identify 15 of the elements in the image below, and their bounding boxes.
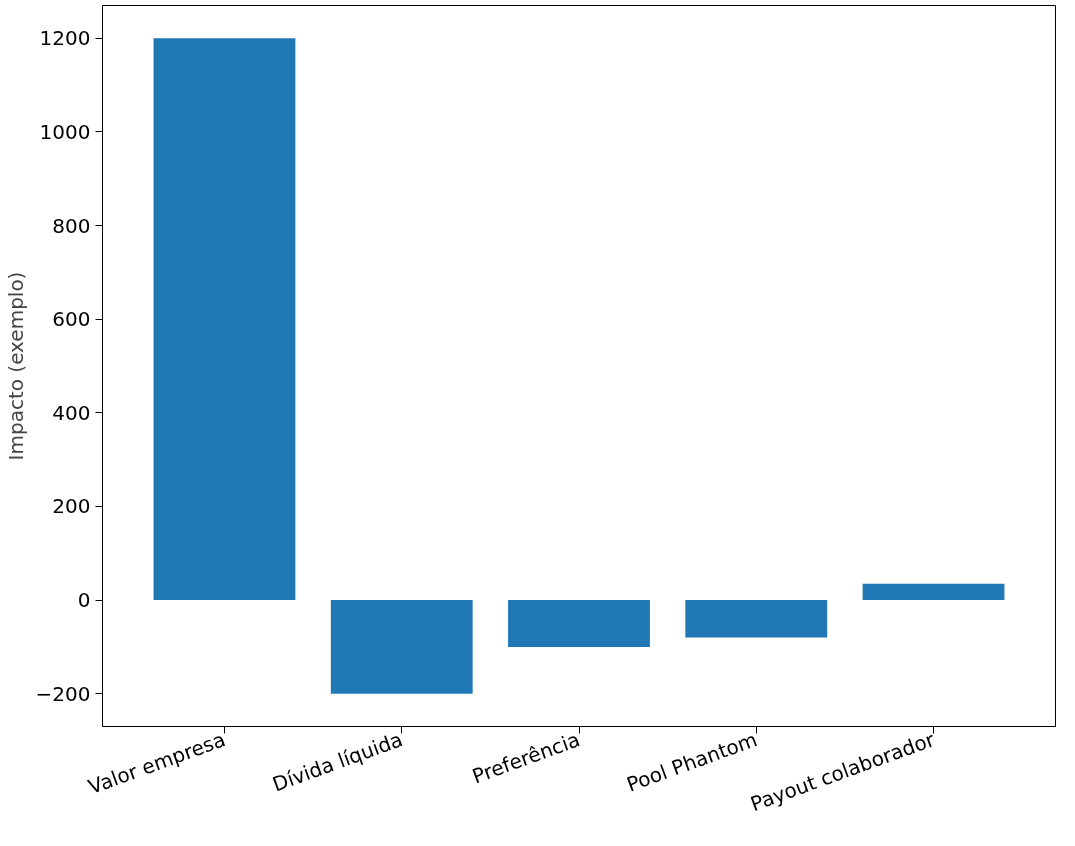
y-tick-label: 200 bbox=[52, 494, 91, 519]
y-tick-label: 400 bbox=[52, 400, 91, 425]
bar bbox=[685, 600, 828, 638]
x-tick-label: Dívida líquida bbox=[269, 727, 406, 797]
y-axis-title: Impacto (exemplo) bbox=[3, 271, 28, 461]
bar bbox=[330, 600, 473, 694]
y-tick-label: 800 bbox=[52, 213, 91, 238]
bar bbox=[153, 38, 296, 601]
bar bbox=[508, 600, 650, 647]
y-tick-label: 1200 bbox=[39, 26, 91, 51]
y-tick-label: −200 bbox=[35, 681, 91, 706]
y-tick-label: 0 bbox=[77, 588, 91, 613]
bar bbox=[862, 583, 1005, 601]
y-tick-label: 1000 bbox=[39, 119, 91, 144]
y-tick-label: 600 bbox=[52, 307, 91, 332]
